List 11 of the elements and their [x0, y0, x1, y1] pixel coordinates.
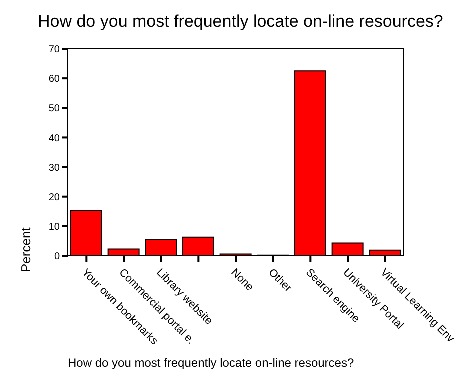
- y-axis-title: Percent: [18, 227, 34, 272]
- y-tick-label: 30: [48, 162, 60, 174]
- chart-title: How do you most frequently locate on-line resources?: [38, 12, 444, 32]
- y-tick-label: 0: [54, 252, 60, 263]
- y-tick-label: 40: [48, 133, 60, 144]
- y-tick-label: 50: [48, 104, 60, 115]
- y-tick-label: 10: [48, 222, 60, 233]
- x-axis-title: How do you most frequently locate on-line resources?: [68, 356, 354, 370]
- y-tick-label: 60: [48, 74, 60, 86]
- y-tick-label: 20: [48, 192, 60, 204]
- y-tick-label: 70: [48, 44, 60, 56]
